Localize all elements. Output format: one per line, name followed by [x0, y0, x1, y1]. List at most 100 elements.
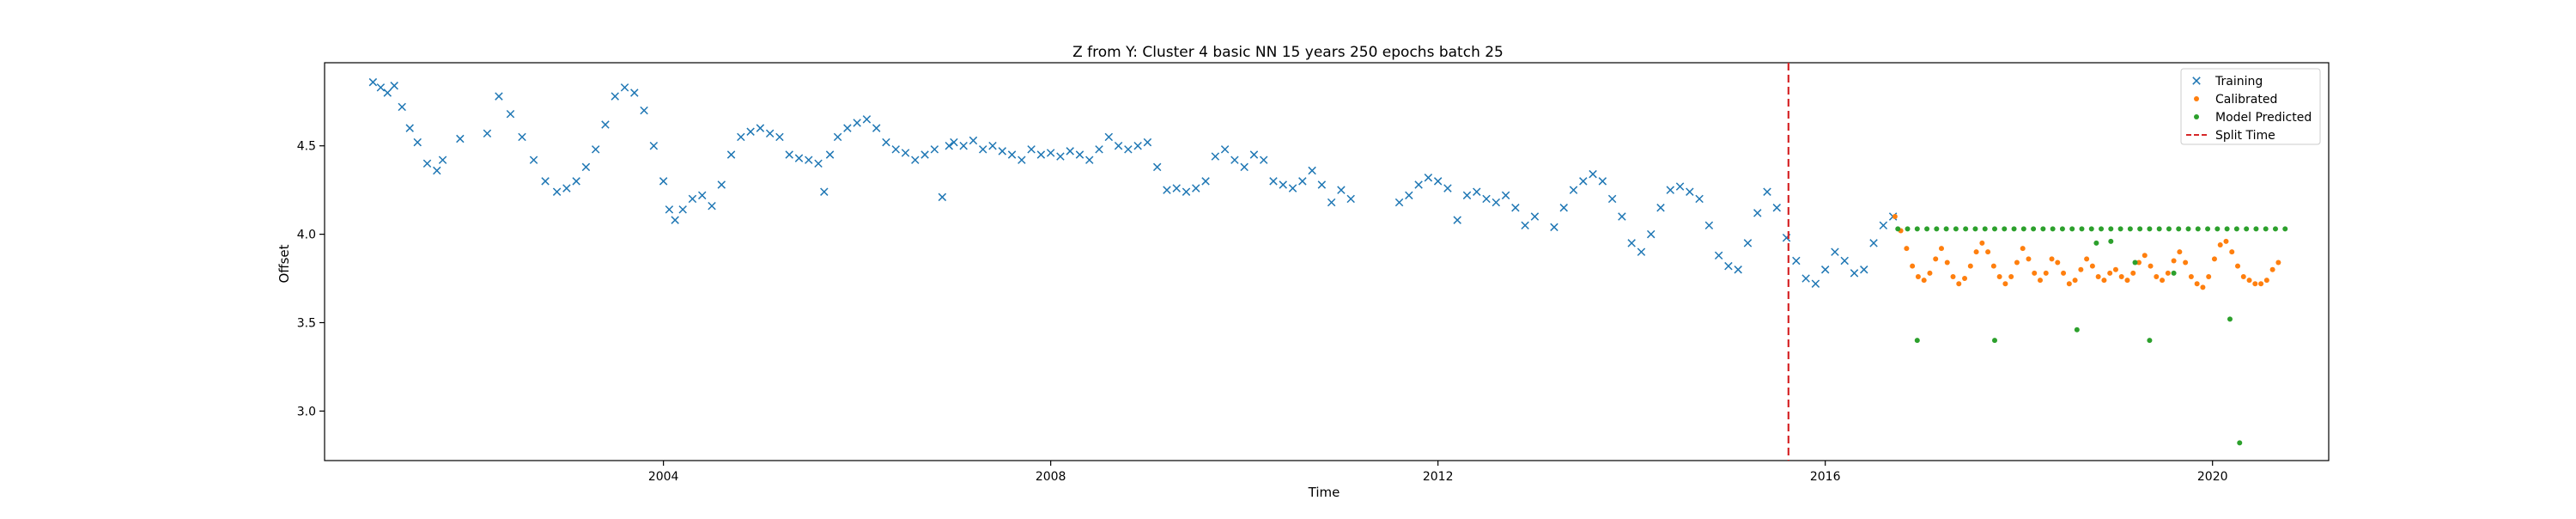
data-point — [2055, 260, 2061, 266]
data-point — [422, 159, 432, 168]
data-point — [1589, 169, 1597, 179]
data-point — [794, 154, 804, 162]
data-point — [1979, 240, 1985, 246]
data-point — [2185, 226, 2191, 232]
data-point — [1743, 239, 1753, 247]
legend-marker — [2192, 76, 2201, 85]
data-point — [659, 177, 668, 186]
data-point — [2154, 273, 2160, 279]
data-point — [2026, 256, 2032, 262]
data-point — [820, 187, 829, 196]
plot-frame — [324, 62, 2330, 461]
data-point — [2235, 263, 2241, 269]
data-point — [1904, 246, 1910, 252]
data-point — [640, 106, 648, 115]
data-point — [506, 109, 515, 119]
data-point — [1646, 229, 1656, 239]
data-point — [2211, 256, 2217, 262]
data-point — [1990, 263, 1996, 269]
data-point — [2223, 238, 2229, 244]
data-point — [562, 184, 571, 192]
data-point — [671, 216, 679, 224]
data-point — [1831, 247, 1839, 256]
data-point — [2088, 226, 2094, 232]
data-point — [2118, 273, 2124, 279]
data-point — [2127, 226, 2133, 232]
data-point — [1734, 266, 1742, 274]
data-point — [2224, 226, 2230, 232]
data-point — [2124, 278, 2130, 284]
data-point — [2059, 226, 2065, 232]
data-point — [1618, 212, 1626, 221]
data-point — [2215, 226, 2221, 232]
data-point — [2137, 226, 2143, 232]
data-point — [2160, 278, 2166, 284]
data-point — [2188, 273, 2194, 279]
data-point — [1152, 162, 1162, 172]
data-point — [1346, 194, 1355, 204]
data-point — [2253, 226, 2259, 232]
data-point — [1007, 150, 1017, 159]
data-point — [1394, 198, 1404, 207]
data-point — [1714, 251, 1723, 260]
data-point — [2095, 273, 2101, 279]
y-tick-label: 4.0 — [297, 229, 316, 242]
data-point — [2117, 226, 2123, 232]
data-point — [2263, 226, 2269, 232]
data-point — [2275, 260, 2281, 266]
data-point — [2171, 270, 2177, 276]
data-point — [483, 129, 492, 138]
data-point — [1943, 226, 1949, 232]
data-point — [1443, 184, 1452, 192]
data-point — [2008, 273, 2014, 279]
data-point — [862, 115, 872, 124]
data-point — [1973, 249, 1979, 255]
data-point — [1240, 162, 1249, 172]
data-point — [1249, 150, 1259, 159]
y-tick-label: 3.0 — [297, 405, 316, 418]
data-point — [1953, 226, 1959, 232]
data-point — [1962, 276, 1968, 282]
data-point — [2183, 260, 2189, 266]
data-point — [2176, 226, 2182, 232]
data-point — [2166, 226, 2172, 232]
data-point — [833, 132, 842, 142]
data-point — [945, 141, 953, 150]
x-axis-label: Time — [1308, 485, 1340, 500]
data-point — [601, 120, 610, 129]
data-point — [1724, 261, 1733, 271]
data-point — [1027, 145, 1036, 154]
data-point — [581, 162, 591, 172]
data-point — [2132, 260, 2138, 266]
data-point — [1860, 266, 1868, 274]
data-point — [1607, 194, 1617, 204]
data-point — [2079, 226, 2085, 232]
data-point — [2205, 226, 2211, 232]
data-point — [814, 159, 823, 168]
legend-label: Training — [2215, 75, 2263, 89]
data-point — [1075, 150, 1084, 159]
data-point — [1095, 145, 1103, 154]
data-point — [1850, 269, 1859, 278]
data-point — [1482, 194, 1491, 204]
data-point — [737, 132, 745, 142]
data-point — [891, 145, 900, 154]
data-point — [1279, 180, 1287, 189]
data-point — [2165, 270, 2171, 276]
data-point — [1982, 226, 1988, 232]
data-point — [1924, 226, 1930, 232]
data-point — [882, 137, 890, 147]
data-point — [1104, 132, 1114, 142]
data-point — [1934, 226, 1940, 232]
data-point — [1453, 216, 1461, 224]
data-point — [1956, 281, 1962, 287]
data-point — [1992, 226, 1997, 232]
data-point — [1172, 184, 1181, 192]
data-point — [1269, 177, 1278, 186]
legend-marker — [2194, 96, 2199, 101]
data-point — [2011, 226, 2017, 232]
x-tick-label: 2020 — [2197, 470, 2228, 484]
data-point — [1704, 221, 1714, 230]
